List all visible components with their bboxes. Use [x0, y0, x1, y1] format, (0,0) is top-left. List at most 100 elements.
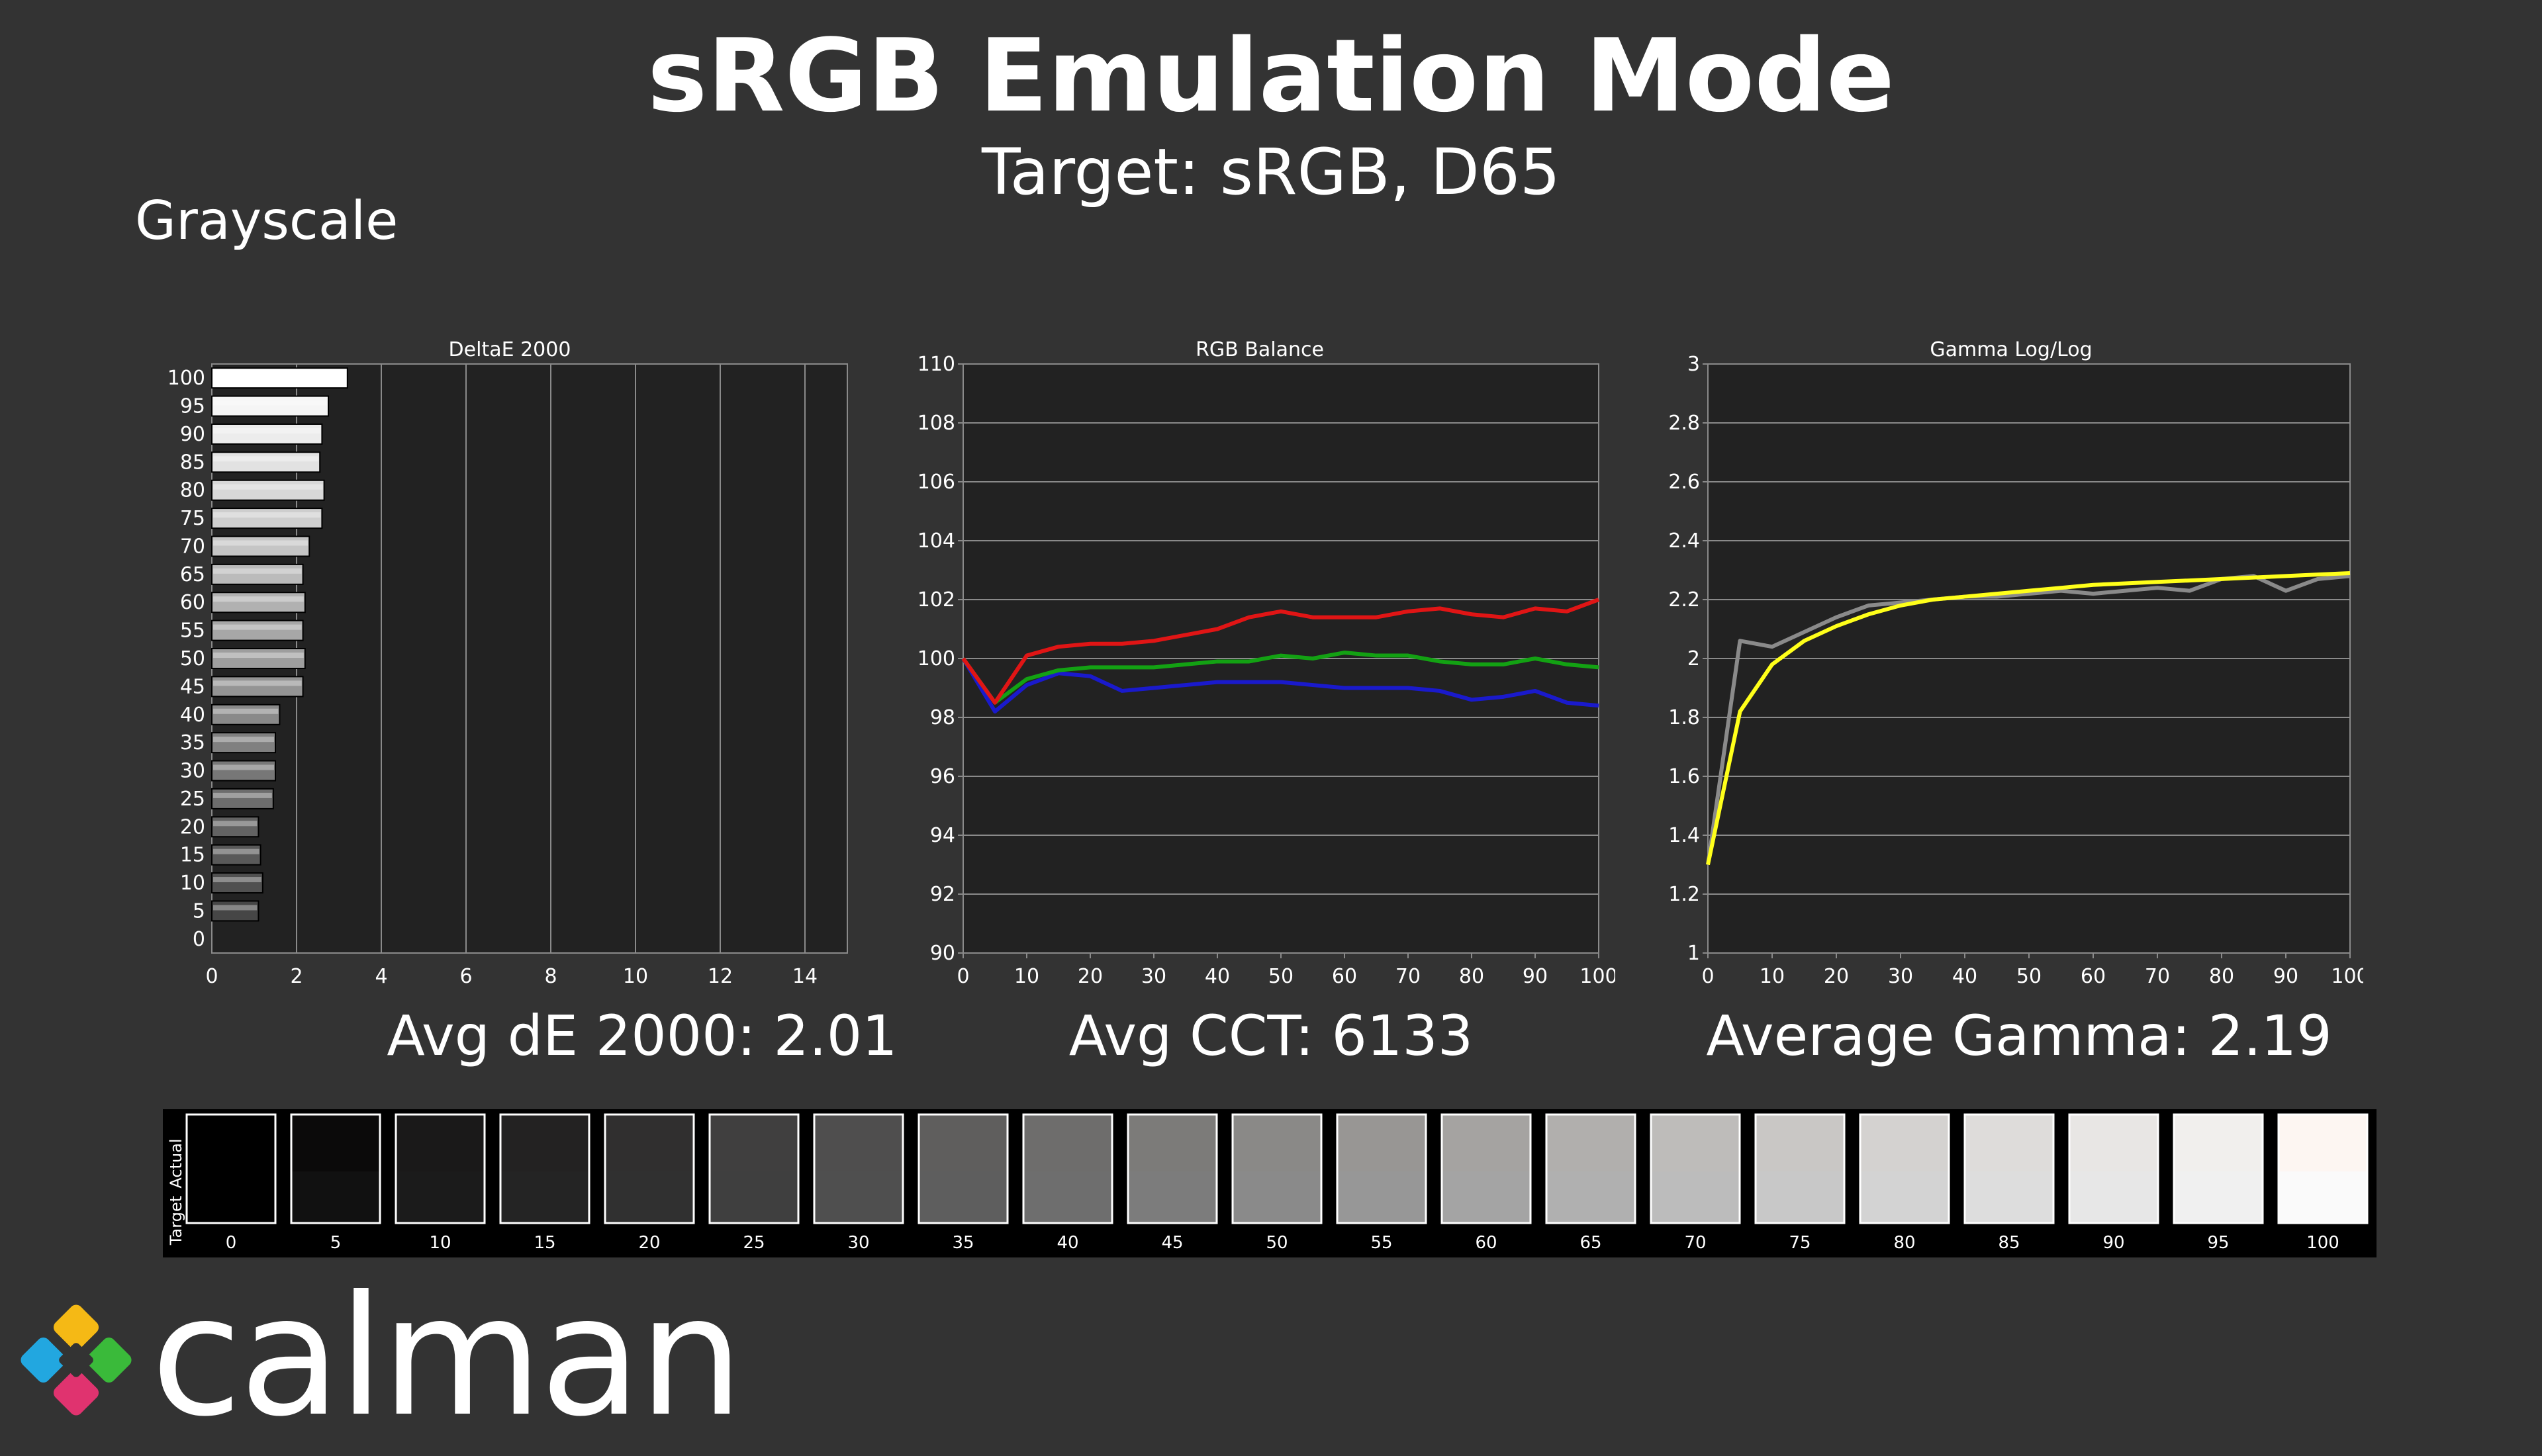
deltae-y-tick: 45 [180, 675, 205, 698]
avg-de-summary: Avg dE 2000: 2.01 [387, 1003, 898, 1068]
deltae-bar [211, 592, 306, 614]
gm-x-tick: 20 [1824, 965, 1849, 988]
swatch-border [1859, 1113, 1950, 1224]
swatch-level-label: 25 [743, 1233, 765, 1253]
deltae-bar [211, 619, 304, 641]
swatch-target [1651, 1171, 1740, 1223]
swatch-actual [2279, 1115, 2367, 1171]
rgb-y-tick: 98 [930, 706, 955, 729]
gm-x-tick: 60 [2081, 965, 2106, 988]
deltae-y-tick: 30 [180, 760, 205, 783]
swatch-border [1231, 1113, 1323, 1224]
rgb-y-tick: 96 [930, 765, 955, 788]
deltae-bar-highlight [213, 792, 272, 798]
rgb-x-tick: 70 [1395, 965, 1421, 988]
swatch-level-label: 45 [1161, 1233, 1183, 1253]
deltae-y-tick: 5 [193, 899, 205, 923]
swatch-target [1128, 1171, 1217, 1223]
rgb-series-line [961, 651, 1599, 705]
rgb-y-tick: 108 [918, 412, 955, 435]
swatch-level-label: 0 [226, 1233, 237, 1253]
swatch-level-label: 20 [638, 1233, 660, 1253]
swatch-border [2173, 1113, 2264, 1224]
gm-y-tick: 2.8 [1668, 412, 1700, 435]
swatch-target [291, 1171, 380, 1223]
rgb-y-tick: 102 [918, 588, 955, 612]
deltae-y-tick: 70 [180, 535, 205, 558]
swatch-level-label: 15 [534, 1233, 555, 1253]
avg-gamma-summary: Average Gamma: 2.19 [1706, 1003, 2332, 1068]
gm-y-tick: 2.2 [1668, 588, 1700, 612]
swatch-target [500, 1171, 589, 1223]
rgb-x-tick: 90 [1523, 965, 1548, 988]
swatch-actual [919, 1115, 1008, 1171]
deltae-bar-highlight [213, 456, 319, 462]
deltae-bar-highlight [213, 848, 259, 854]
swatch-level-label: 40 [1057, 1233, 1078, 1253]
swatch-border [1336, 1113, 1427, 1224]
deltae-bar [211, 648, 306, 669]
deltae-y-tick: 10 [180, 872, 205, 895]
gm-x-tick: 0 [1701, 965, 1714, 988]
gm-y-tick: 1 [1687, 942, 1700, 965]
rgb-balance-chart: RGB Balance 9092949698100102104106108110… [918, 338, 1615, 988]
deltae-y-tick: 15 [180, 844, 205, 867]
deltae-x-tick: 10 [623, 965, 648, 988]
swatch-level-label: 30 [847, 1233, 869, 1253]
deltae-y-tick: 50 [180, 647, 205, 670]
swatch-target [1860, 1171, 1949, 1223]
gm-x-tick: 50 [2016, 965, 2042, 988]
swatch-level-label: 5 [330, 1233, 342, 1253]
gm-y-tick: 3 [1687, 353, 1700, 376]
deltae-y-tick: 55 [180, 619, 205, 643]
swatch-level-label: 35 [952, 1233, 974, 1253]
rgb-y-tick: 90 [930, 942, 955, 965]
deltae-bar-highlight [213, 568, 302, 574]
swatch-level-label: 60 [1475, 1233, 1497, 1253]
rgb-y-tick: 100 [918, 647, 955, 670]
swatch-level-label: 50 [1266, 1233, 1288, 1253]
swatch-actual [1128, 1115, 1217, 1171]
deltae-bar [211, 395, 329, 417]
gamma-chart: Gamma Log/Log 1 1.2 1.4 1.6 1.8 2 2.2 2.4 2.6 2.8… [1668, 338, 2363, 988]
gm-y-tick: 1.4 [1668, 824, 1700, 847]
swatch-level-label: 80 [1893, 1233, 1915, 1253]
deltae-x-tick: 2 [290, 965, 303, 988]
swatch-border [290, 1113, 381, 1224]
section-label: Grayscale [135, 190, 399, 251]
swatch-actual [1756, 1115, 1844, 1171]
swatch-target [2069, 1171, 2158, 1223]
rgb-x-tick: 0 [957, 965, 969, 988]
deltae-y-tick: 0 [193, 928, 205, 951]
rgb-x-tick: 20 [1078, 965, 1103, 988]
rgb-x-tick: 40 [1205, 965, 1230, 988]
deltae-bar-highlight [213, 905, 258, 911]
calman-logo-icon [21, 1304, 132, 1416]
deltae-bar-highlight [213, 596, 304, 602]
swatch-actual [814, 1115, 903, 1171]
swatch-target [919, 1171, 1008, 1223]
swatch-target [710, 1171, 798, 1223]
deltae-x-tick: 0 [205, 965, 218, 988]
deltae-x-tick: 8 [544, 965, 557, 988]
swatch-target [1023, 1171, 1112, 1223]
swatch-level-label: 75 [1789, 1233, 1811, 1253]
gm-x-tick: 80 [2209, 965, 2234, 988]
rgb-x-tick: 30 [1141, 965, 1166, 988]
deltae-bar-highlight [213, 653, 304, 658]
deltae-bar [211, 760, 276, 782]
deltae-chart-title: DeltaE 2000 [449, 338, 571, 361]
swatch-border [1545, 1113, 1636, 1224]
swatch-target [1442, 1171, 1530, 1223]
swatch-level-label: 55 [1370, 1233, 1392, 1253]
gm-y-tick: 1.6 [1668, 765, 1700, 788]
gm-x-tick: 90 [2273, 965, 2298, 988]
deltae-bar-highlight [213, 680, 302, 686]
deltae-y-tick: 40 [180, 704, 205, 727]
deltae-bar [211, 367, 348, 389]
deltae-bar-highlight [213, 737, 274, 743]
deltae-bar-highlight [213, 372, 346, 378]
gm-x-tick: 100 [2331, 965, 2363, 988]
deltae-x-tick: 4 [375, 965, 387, 988]
swatch-border [395, 1113, 486, 1224]
